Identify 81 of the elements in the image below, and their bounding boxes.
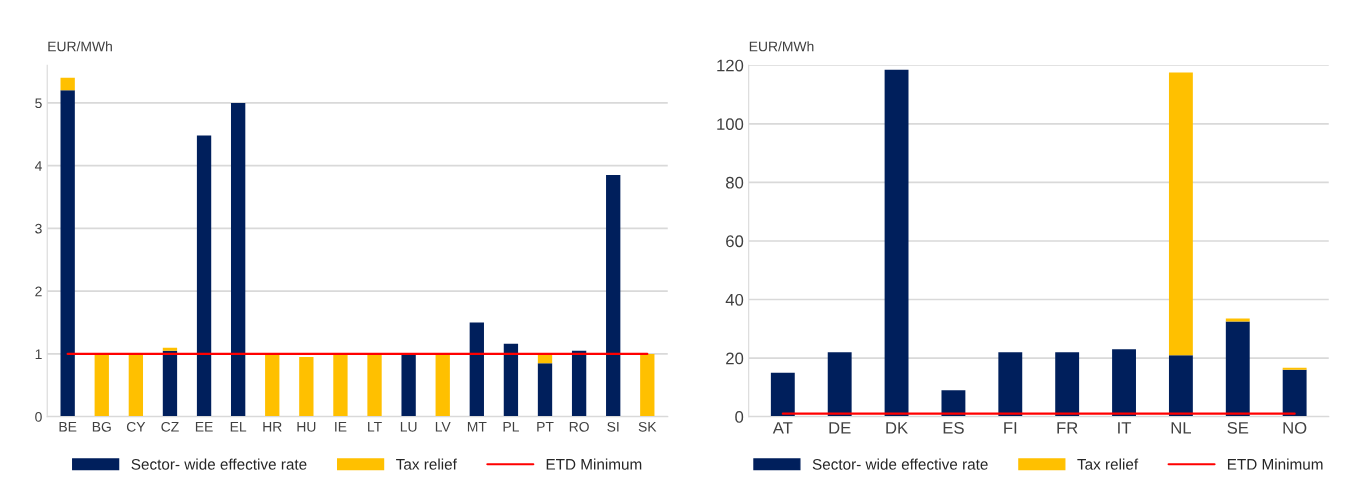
x-tick-label: HR bbox=[263, 422, 282, 432]
x-tick-label: BG bbox=[92, 421, 111, 432]
bar bbox=[941, 390, 966, 417]
x-tick-label: CY bbox=[126, 421, 146, 432]
bar bbox=[230, 102, 246, 417]
legend-label: ETD Minimum bbox=[546, 458, 642, 470]
x-tick-label: NO bbox=[1283, 421, 1307, 434]
bar bbox=[1282, 369, 1307, 417]
y-tick-label: 40 bbox=[725, 293, 744, 306]
x-tick-label: MT bbox=[467, 422, 487, 432]
x-tick-label: IT bbox=[1118, 422, 1132, 434]
x-tick-label: BE bbox=[59, 422, 77, 432]
bar bbox=[435, 353, 450, 417]
x-tick-label: SK bbox=[638, 421, 657, 432]
bar bbox=[60, 90, 75, 417]
bar bbox=[469, 322, 484, 417]
x-tick-label: CZ bbox=[161, 421, 179, 432]
bar bbox=[770, 372, 795, 417]
bar bbox=[884, 69, 909, 417]
x-tick-label: FR bbox=[1057, 422, 1078, 434]
bar bbox=[196, 135, 212, 417]
x-tick-label: EL bbox=[230, 422, 247, 432]
y-tick-label: 4 bbox=[34, 161, 42, 171]
bar bbox=[640, 353, 655, 417]
y-tick-label: 80 bbox=[726, 176, 744, 189]
bar bbox=[60, 77, 75, 91]
y-tick-label: 2 bbox=[35, 286, 42, 297]
bar bbox=[162, 350, 178, 417]
x-tick-label: LT bbox=[368, 422, 382, 432]
bar bbox=[827, 352, 852, 417]
bar bbox=[94, 353, 109, 417]
bar bbox=[1168, 72, 1193, 356]
x-tick-label: SE bbox=[1227, 421, 1249, 434]
bar bbox=[1282, 367, 1307, 370]
x-tick-label: AT bbox=[772, 422, 793, 434]
y-axis-title: EUR/MWh bbox=[48, 41, 112, 52]
x-tick-label: PT bbox=[537, 422, 554, 432]
bar bbox=[1112, 349, 1136, 417]
bar bbox=[998, 352, 1023, 417]
y-tick-label: 120 bbox=[717, 59, 744, 72]
y-tick-label: 5 bbox=[35, 98, 42, 109]
bar bbox=[401, 353, 416, 417]
x-tick-label: EE bbox=[195, 422, 213, 432]
bar bbox=[367, 353, 382, 417]
bar bbox=[537, 363, 553, 417]
y-tick-label: 1 bbox=[35, 349, 42, 359]
bar bbox=[1168, 355, 1193, 417]
legend-label: Tax relief bbox=[1077, 458, 1139, 470]
x-tick-label: NL bbox=[1171, 422, 1191, 434]
y-tick-label: 0 bbox=[35, 411, 42, 422]
legend-label: Tax relief bbox=[396, 458, 457, 470]
y-tick-label: 0 bbox=[735, 411, 744, 423]
bar bbox=[162, 347, 178, 351]
bar bbox=[606, 175, 621, 417]
bar bbox=[333, 353, 348, 417]
bar bbox=[1055, 352, 1080, 417]
y-tick-label: 60 bbox=[726, 235, 744, 248]
y-tick-label: 3 bbox=[35, 223, 42, 234]
bar bbox=[128, 353, 144, 417]
bar bbox=[571, 350, 587, 417]
bar bbox=[1225, 321, 1250, 417]
x-tick-label: DE bbox=[829, 422, 851, 434]
x-tick-label: DK bbox=[886, 422, 908, 434]
bar bbox=[299, 357, 314, 417]
x-tick-label: PL bbox=[503, 422, 519, 432]
bar bbox=[503, 343, 519, 417]
y-tick-label: 100 bbox=[717, 118, 744, 131]
bar bbox=[265, 353, 280, 417]
x-tick-label: LU bbox=[400, 422, 417, 432]
y-axis-title: EUR/MWh bbox=[749, 41, 814, 52]
x-tick-label: HU bbox=[297, 422, 316, 432]
x-tick-label: LV bbox=[435, 422, 451, 432]
x-tick-label: RO bbox=[569, 421, 589, 432]
legend-label: Sector- wide effective rate bbox=[131, 458, 307, 470]
x-tick-label: FI bbox=[1004, 422, 1017, 434]
x-tick-label: SI bbox=[607, 421, 619, 432]
x-tick-label: ES bbox=[943, 421, 964, 434]
y-tick-label: 20 bbox=[726, 352, 744, 365]
legend-label: ETD Minimum bbox=[1227, 458, 1323, 470]
legend-label: Sector- wide effective rate bbox=[812, 458, 988, 470]
x-tick-label: IE bbox=[335, 422, 347, 432]
